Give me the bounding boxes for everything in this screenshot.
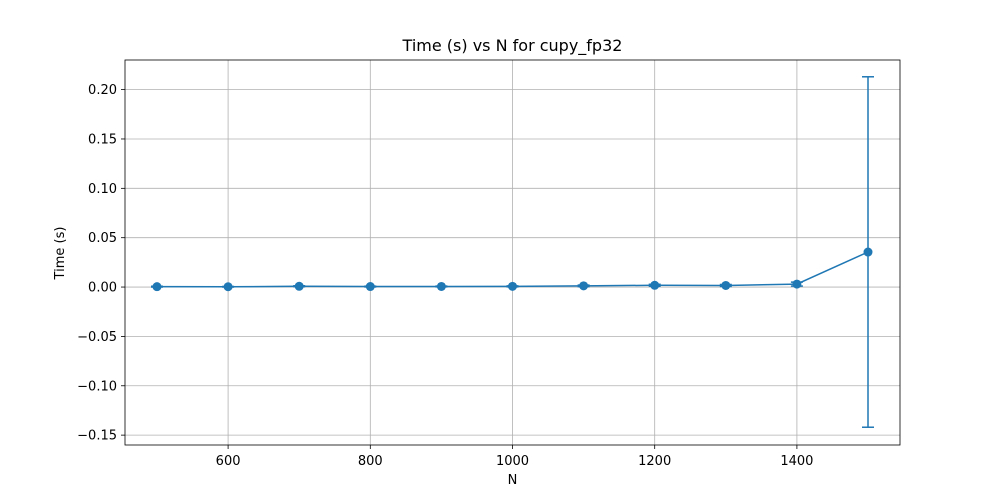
- x-tick-label: 1400: [780, 454, 813, 469]
- y-tick-label: −0.10: [77, 379, 117, 394]
- data-point: [650, 280, 660, 290]
- data-point: [863, 247, 873, 257]
- x-axis: 600 800 1000 1200 1400: [216, 445, 813, 469]
- y-tick-label: 0.10: [88, 182, 117, 197]
- x-axis-label: N: [508, 473, 518, 488]
- data-point: [579, 281, 589, 291]
- y-axis: −0.15 −0.10 −0.05 0.00 0.05 0.10 0.15 0.20: [77, 83, 125, 444]
- y-axis-label: Time (s): [53, 227, 68, 281]
- x-tick-label: 1200: [638, 454, 671, 469]
- x-tick-label: 600: [216, 454, 241, 469]
- data-points: [152, 247, 873, 292]
- x-tick-label: 800: [358, 454, 383, 469]
- data-point: [721, 280, 731, 290]
- y-tick-label: 0.15: [88, 132, 117, 147]
- y-tick-label: 0.20: [88, 83, 117, 98]
- data-point: [436, 281, 446, 291]
- data-point: [792, 279, 802, 289]
- data-point: [508, 281, 517, 291]
- data-point: [294, 281, 304, 291]
- y-tick-label: 0.00: [88, 281, 117, 296]
- y-tick-label: −0.15: [77, 429, 117, 444]
- data-point: [223, 282, 233, 292]
- data-point: [365, 282, 375, 292]
- data-point: [152, 282, 162, 292]
- x-tick-label: 1000: [496, 454, 529, 469]
- grid: [125, 60, 900, 445]
- y-tick-label: −0.05: [77, 330, 117, 345]
- chart-title: Time (s) vs N for cupy_fp32: [402, 36, 623, 56]
- y-tick-label: 0.05: [88, 231, 117, 246]
